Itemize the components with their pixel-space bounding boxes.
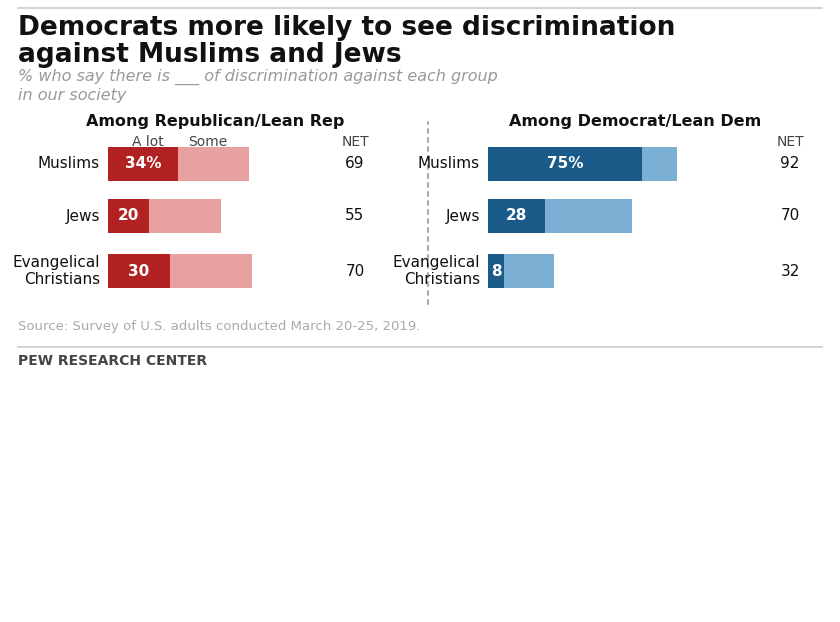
- Text: Source: Survey of U.S. adults conducted March 20-25, 2019.: Source: Survey of U.S. adults conducted …: [18, 320, 420, 333]
- Bar: [108, 199, 149, 233]
- Text: Muslims: Muslims: [38, 157, 100, 172]
- Text: Jews: Jews: [66, 208, 100, 223]
- Bar: [545, 199, 632, 233]
- Text: 34%: 34%: [124, 157, 161, 172]
- Text: Among Democrat/Lean Dem: Among Democrat/Lean Dem: [509, 114, 761, 129]
- Text: Evangelical
Christians: Evangelical Christians: [392, 255, 480, 287]
- Text: 55: 55: [345, 208, 365, 223]
- Text: 70: 70: [345, 264, 365, 279]
- Bar: [642, 147, 676, 181]
- Bar: [149, 199, 221, 233]
- Text: 30: 30: [129, 264, 150, 279]
- Text: 69: 69: [345, 157, 365, 172]
- Text: 20: 20: [118, 208, 139, 223]
- Bar: [488, 147, 642, 181]
- Text: 92: 92: [780, 157, 800, 172]
- Bar: [170, 254, 251, 288]
- Text: Evangelical
Christians: Evangelical Christians: [13, 255, 100, 287]
- Text: 8: 8: [491, 264, 501, 279]
- Bar: [488, 254, 504, 288]
- Text: NET: NET: [341, 135, 369, 149]
- Bar: [504, 254, 554, 288]
- Text: % who say there is ___ of discrimination against each group: % who say there is ___ of discrimination…: [18, 69, 498, 85]
- Text: A lot: A lot: [132, 135, 164, 149]
- Text: NET: NET: [776, 135, 804, 149]
- Bar: [108, 254, 170, 288]
- Bar: [488, 199, 545, 233]
- Text: 70: 70: [780, 208, 800, 223]
- Text: Muslims: Muslims: [417, 157, 480, 172]
- Text: against Muslims and Jews: against Muslims and Jews: [18, 42, 402, 68]
- Text: Among Republican/Lean Rep: Among Republican/Lean Rep: [86, 114, 344, 129]
- Bar: [108, 147, 178, 181]
- Bar: [178, 147, 249, 181]
- Text: Jews: Jews: [445, 208, 480, 223]
- Text: 75%: 75%: [547, 157, 583, 172]
- Text: 28: 28: [506, 208, 528, 223]
- Text: in our society: in our society: [18, 88, 126, 103]
- Text: PEW RESEARCH CENTER: PEW RESEARCH CENTER: [18, 354, 207, 368]
- Text: 32: 32: [780, 264, 800, 279]
- Text: Some: Some: [188, 135, 228, 149]
- Text: Democrats more likely to see discrimination: Democrats more likely to see discriminat…: [18, 15, 675, 41]
